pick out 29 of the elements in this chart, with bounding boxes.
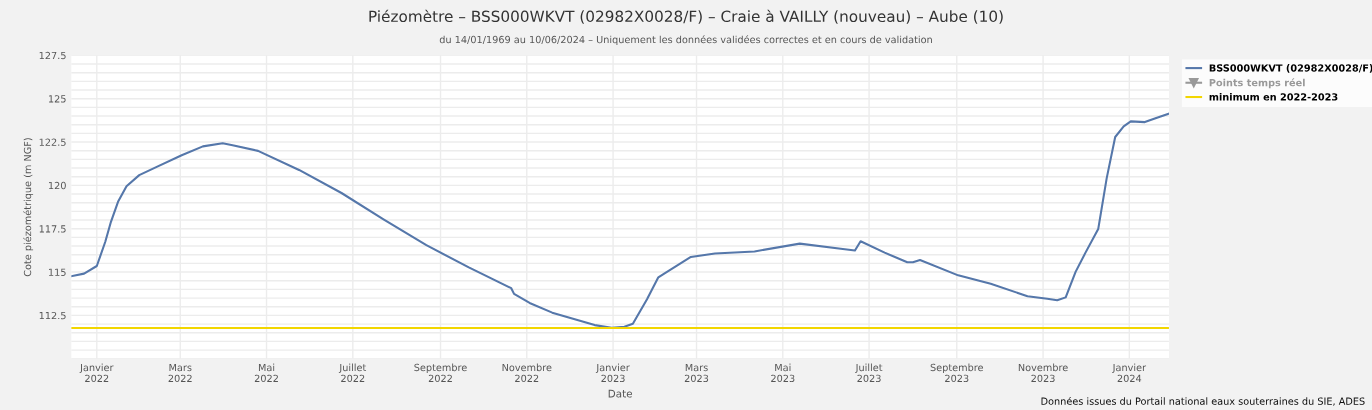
y-tick-label: 122.5 <box>39 138 66 146</box>
legend-label: Points temps réel <box>1209 78 1305 89</box>
x-tick-label: Mars 2022 <box>168 363 192 383</box>
x-tick-label: Mai 2022 <box>254 363 278 383</box>
x-tick-label: Mai 2023 <box>771 363 795 383</box>
x-tick-label: Juillet 2023 <box>855 363 883 383</box>
x-tick-label: Novembre 2022 <box>502 363 552 383</box>
y-axis-title: Cote piézométrique (m NGF) <box>23 138 34 277</box>
y-tick-label: 120 <box>48 181 66 190</box>
x-tick-label: Septembre 2022 <box>414 363 467 383</box>
legend-label: minimum en 2022-2023 <box>1209 93 1338 101</box>
x-tick-label: Janvier 2023 <box>595 363 630 383</box>
y-tick-label: 112.5 <box>39 311 66 320</box>
chart-title: Piézomètre – BSS000WKVT (02982X0028/F) – Craie à VAILLY (nouveau) – Aube (10) <box>369 9 1003 24</box>
y-tick-label: 125 <box>48 95 66 103</box>
chart-subtitle: du 14/01/1969 au 10/06/2024 – Uniquement les données validées correctes et en cours de validation <box>439 35 932 46</box>
x-tick-label: Juillet 2022 <box>338 363 367 383</box>
y-tick-label: 117.5 <box>39 225 66 233</box>
x-tick-label: Septembre 2023 <box>930 363 984 383</box>
legend-label: BSS000WKVT (02982X0028/F) <box>1209 64 1372 73</box>
y-tick-label: 115 <box>48 268 66 276</box>
x-tick-label: Janvier 2024 <box>1112 363 1147 383</box>
line-series <box>71 112 1169 329</box>
x-tick-label: Janvier 2022 <box>79 363 114 383</box>
text: Données issues du Portail national eaux souterraines du SIE, ADES <box>1041 396 1365 406</box>
x-axis-title: Date <box>608 389 633 398</box>
y-tick-label: 127.5 <box>39 51 66 60</box>
x-tick-label: Mars 2023 <box>684 363 709 383</box>
x-tick-label: Novembre 2023 <box>1018 363 1068 383</box>
